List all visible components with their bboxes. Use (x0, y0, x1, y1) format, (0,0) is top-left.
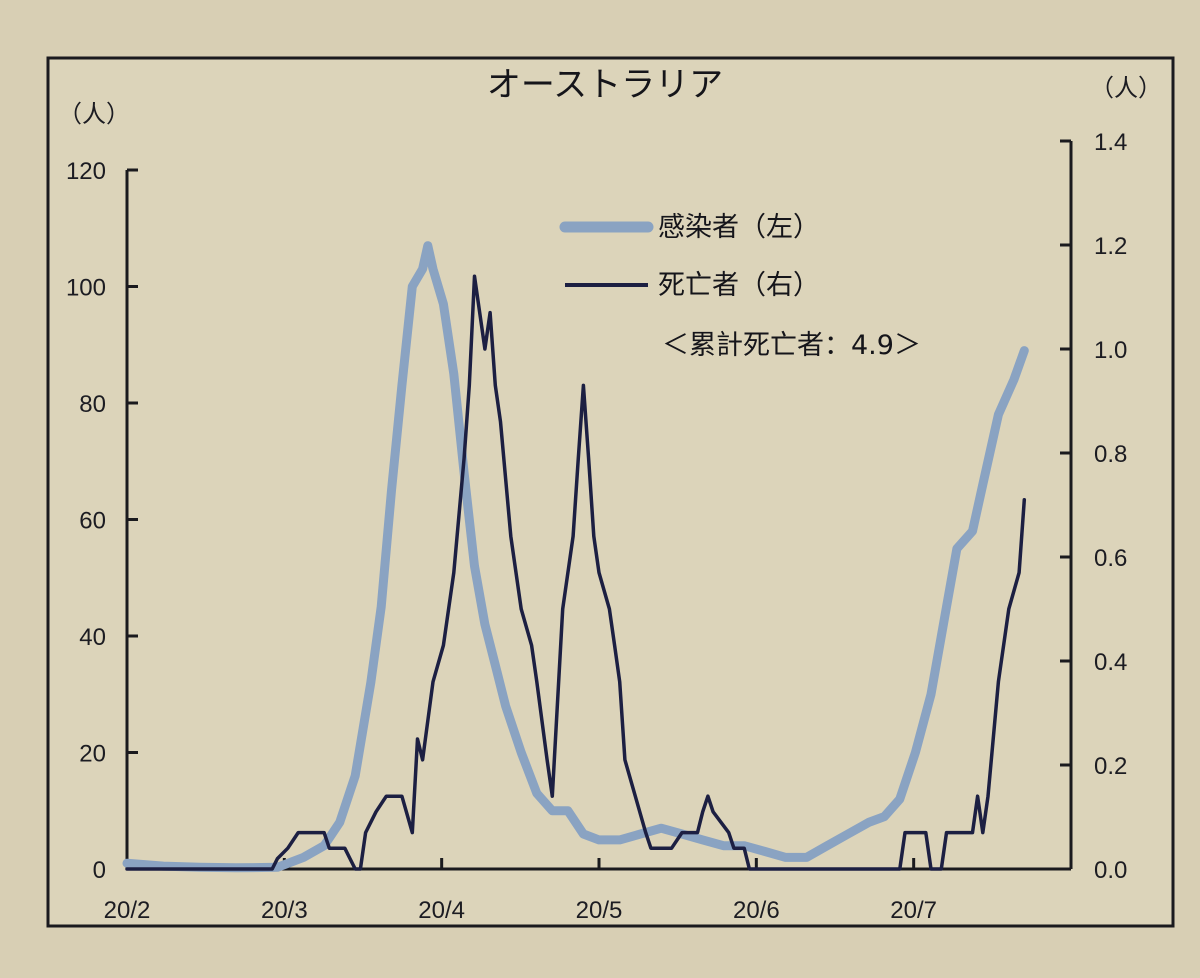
x-tick-label: 20/2 (104, 897, 151, 924)
right-y-tick-label: 0.6 (1094, 545, 1127, 572)
left-y-tick-label: 20 (79, 741, 106, 768)
chart-title: オーストラリア (487, 65, 723, 105)
x-tick-label: 20/3 (261, 897, 308, 924)
left-y-ticks: 0 20 40 60 80 100 120 (66, 158, 138, 884)
right-axis-unit: （人） (1090, 74, 1162, 102)
legend-label-deaths: 死亡者（右） (658, 270, 820, 301)
left-y-tick-label: 100 (66, 275, 106, 302)
series-infected-line (122, 241, 1029, 873)
chart-frame (46, 56, 1175, 928)
left-y-tick-label: 60 (79, 508, 106, 535)
legend: 感染者（左） 死亡者（右） ＜累計死亡者：4.9＞ (559, 212, 921, 361)
left-y-tick-label: 80 (79, 391, 106, 418)
right-y-tick-label: 1.4 (1094, 129, 1127, 156)
x-tick-label: 20/7 (890, 897, 937, 924)
left-y-tick-label: 40 (79, 624, 106, 651)
legend-label-infected: 感染者（左） (658, 212, 820, 243)
right-y-tick-label: 1.2 (1094, 233, 1127, 260)
right-y-ticks: 0.0 0.2 0.4 0.6 0.8 1.0 1.2 1.4 (1060, 129, 1127, 884)
left-axis-unit: （人） (58, 100, 130, 128)
x-tick-label: 20/5 (576, 897, 623, 924)
x-ticks: 20/2 20/3 20/4 20/5 20/6 20/7 (104, 858, 937, 924)
x-tick-label: 20/4 (418, 897, 465, 924)
right-y-tick-label: 0.0 (1094, 857, 1127, 884)
series-deaths-line (125, 274, 1027, 871)
right-y-tick-label: 1.0 (1094, 337, 1127, 364)
left-y-tick-label: 120 (66, 158, 106, 185)
left-y-tick-label: 0 (93, 857, 106, 884)
x-tick-label: 20/6 (733, 897, 780, 924)
cumulative-deaths-annotation: ＜累計死亡者：4.9＞ (662, 330, 921, 361)
right-y-tick-label: 0.2 (1094, 753, 1127, 780)
right-y-tick-label: 0.4 (1094, 649, 1127, 676)
right-y-tick-label: 0.8 (1094, 441, 1127, 468)
plot-area (122, 241, 1029, 873)
